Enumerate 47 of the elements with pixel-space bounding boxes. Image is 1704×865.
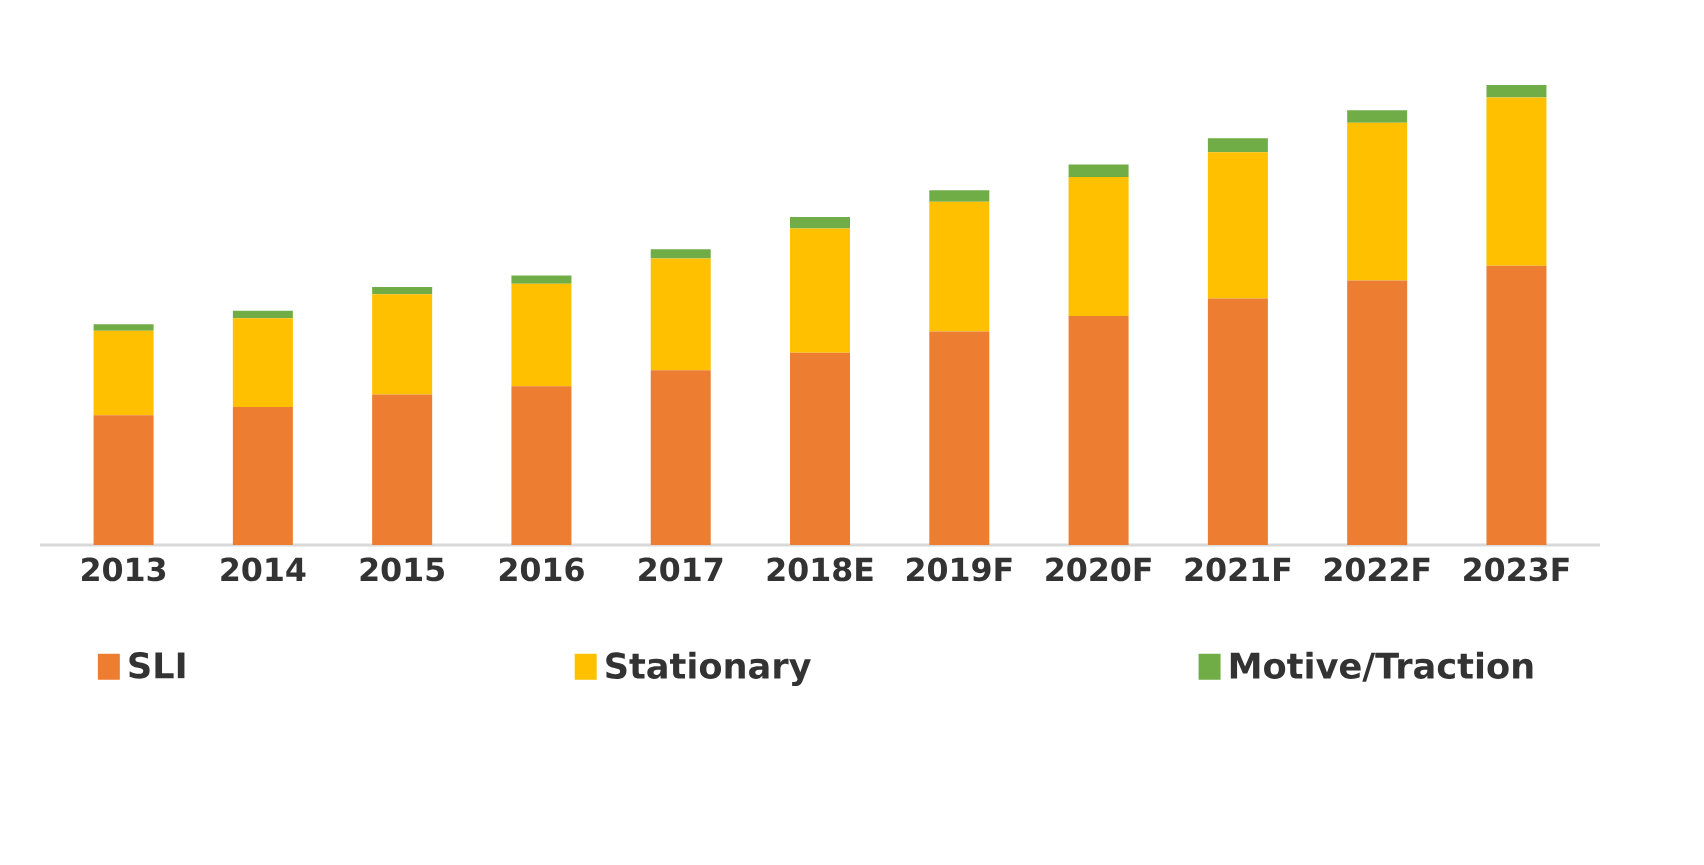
bar [232, 318, 293, 408]
bar [93, 415, 154, 545]
x-tick-label: 2019F [906, 557, 1012, 582]
bar [790, 217, 851, 229]
x-tick-label: 2020F [1046, 557, 1151, 582]
bar [1347, 122, 1408, 281]
bar [929, 190, 990, 202]
bar [372, 294, 433, 395]
bar [790, 228, 851, 353]
bar [372, 394, 433, 545]
x-tick-label: 2023F [1464, 557, 1569, 582]
bar [1068, 177, 1129, 316]
x-tick-label: 2022F [1324, 557, 1430, 582]
legend-label: Stationary [606, 651, 811, 687]
x-tick-label: 2021F [1185, 557, 1291, 582]
bar [1486, 265, 1547, 545]
bar [1207, 298, 1268, 545]
bar [372, 286, 433, 295]
bar [650, 370, 711, 545]
bar [790, 352, 851, 545]
x-tick-label: 2013 [82, 557, 166, 582]
x-tick-label: 2015 [360, 557, 444, 582]
x-tick-label: 2017 [639, 557, 723, 582]
bar [650, 258, 711, 371]
bar [1207, 138, 1268, 153]
bar [511, 275, 572, 284]
bar [93, 324, 154, 331]
bar [1486, 85, 1547, 98]
bar [1347, 280, 1408, 545]
bar [929, 201, 990, 332]
x-tick-label: 2014 [221, 557, 306, 582]
bar [650, 249, 711, 259]
bar [929, 331, 990, 545]
bar [93, 330, 154, 416]
bar [1207, 152, 1268, 299]
bar [511, 386, 572, 545]
bar [232, 407, 293, 545]
bar [1486, 97, 1547, 266]
bar [1347, 110, 1408, 123]
bar [232, 310, 293, 319]
legend-label: SLI [129, 652, 185, 679]
x-tick-label: 2016 [499, 557, 584, 582]
legend-label: Motive/Traction [1230, 651, 1533, 682]
x-tick-label: 2018E [767, 557, 873, 582]
bar [1068, 315, 1129, 545]
bar [1068, 164, 1129, 178]
bar [511, 283, 572, 387]
